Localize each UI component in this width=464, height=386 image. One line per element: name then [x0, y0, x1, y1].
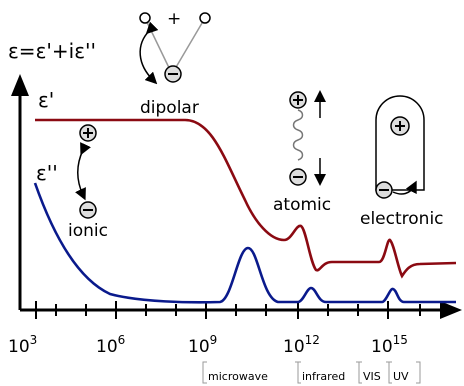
bracket-microwave-infrared: [295, 361, 301, 384]
electron-cloud: [375, 95, 425, 191]
x-axis-ticks: [35, 301, 421, 319]
dipolar-molecule: +: [139, 9, 211, 85]
atomic-label: atomic: [273, 195, 331, 215]
electronic-label: electronic: [360, 209, 444, 229]
band-brackets: [202, 361, 421, 384]
dipolar-plus-sign: +: [167, 9, 181, 29]
y-axis-arrowhead: [11, 74, 29, 96]
tick-label-3: 1012: [283, 333, 320, 357]
band-vis: VIS: [363, 370, 381, 383]
real-part-curve: [35, 118, 457, 279]
band-microwave: microwave: [208, 370, 268, 383]
imag-part-curve: [33, 182, 456, 304]
tick-label-1: 106: [96, 333, 125, 357]
tick-label-4: 1015: [371, 333, 408, 357]
electronic-atom: [375, 95, 425, 199]
rotation-arrow: [139, 21, 159, 85]
dipolar-label: dipolar: [140, 98, 199, 118]
x-axis-arrowhead: [440, 301, 462, 319]
tick-label-2: 109: [188, 333, 217, 357]
bracket-infrared-vis: [356, 361, 362, 384]
spring-coil: [292, 109, 304, 161]
imag-part-label: ε'': [36, 161, 58, 185]
bracket-vis-uv: [386, 361, 392, 384]
band-infrared: infrared: [302, 370, 345, 383]
formula-label: ε=ε'+iε'': [8, 39, 96, 63]
real-part-label: ε': [38, 88, 54, 112]
ionic-label: ionic: [68, 221, 108, 241]
tick-label-0: 103: [8, 333, 37, 357]
atomic-spring: [289, 90, 326, 186]
electron-arrow: [392, 180, 417, 195]
dipolar-atom-right: [199, 12, 211, 24]
bracket-microwave-left: [202, 361, 207, 384]
ionic-arrow: [75, 142, 91, 201]
dipolar-atom-left: [139, 12, 151, 24]
bracket-uv-right: [416, 361, 421, 384]
band-uv: UV: [393, 370, 409, 383]
ionic-pair: [75, 124, 97, 219]
x-tick-labels: 103 106 109 1012 1015: [8, 333, 408, 357]
